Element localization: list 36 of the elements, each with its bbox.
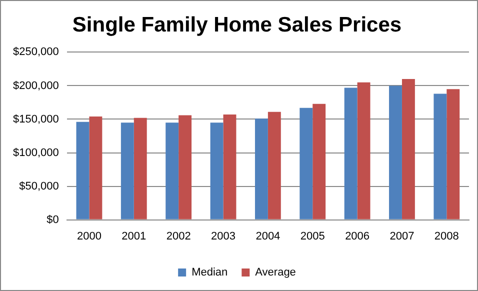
x-tick-label: 2000 (76, 230, 102, 242)
bar (446, 89, 460, 220)
x-tick-label: 2003 (211, 230, 236, 242)
x-tick-label: 2006 (345, 230, 370, 242)
x-tick-label: 2007 (390, 230, 414, 242)
legend-label: Median (192, 266, 228, 279)
y-tick-label: $100,000 (12, 146, 59, 159)
legend-label: Average (255, 266, 296, 279)
x-tick-label: 2001 (122, 230, 146, 242)
bar (344, 88, 358, 220)
bar (120, 122, 134, 220)
bar (134, 118, 147, 220)
bar (402, 79, 415, 220)
y-tick-label: $0 (46, 214, 59, 226)
bar (76, 122, 90, 220)
bar (268, 112, 281, 220)
bar (178, 115, 192, 220)
chart-title: Single Family Home Sales Prices (72, 13, 402, 36)
x-tick-label: 2005 (300, 230, 325, 242)
bar (434, 94, 447, 220)
y-tick-label: $50,000 (19, 180, 59, 192)
bar (254, 118, 268, 220)
bar (89, 116, 102, 220)
y-tick-label: $150,000 (12, 113, 59, 126)
bar (389, 86, 402, 220)
bar (223, 114, 236, 220)
y-tick-label: $200,000 (12, 80, 59, 92)
bar (312, 104, 326, 220)
bar (210, 122, 224, 220)
x-tick-label: 2002 (166, 230, 191, 242)
bar (300, 108, 313, 220)
x-tick-label: 2008 (434, 230, 459, 242)
x-tick-label: 2004 (256, 230, 280, 242)
bar (357, 82, 370, 220)
y-tick-label: $250,000 (12, 46, 59, 58)
bar (166, 122, 179, 220)
